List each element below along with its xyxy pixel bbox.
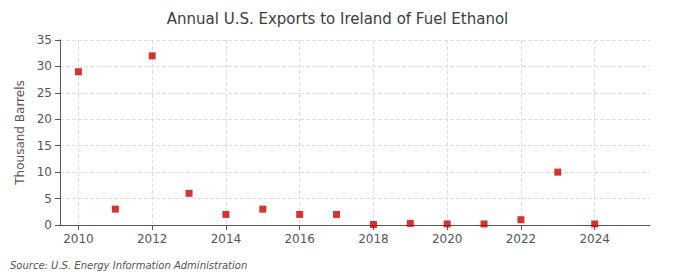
svg-text:2022: 2022: [506, 232, 537, 246]
svg-text:Thousand Barrels: Thousand Barrels: [13, 80, 27, 185]
svg-text:2012: 2012: [137, 232, 168, 246]
svg-text:Source: U.S. Energy Informatio: Source: U.S. Energy Information Administ…: [10, 260, 247, 271]
svg-text:0: 0: [44, 218, 52, 232]
svg-text:2010: 2010: [63, 232, 94, 246]
svg-text:2014: 2014: [211, 232, 242, 246]
svg-text:2018: 2018: [358, 232, 389, 246]
svg-text:2020: 2020: [432, 232, 463, 246]
svg-text:5: 5: [44, 192, 52, 206]
svg-text:30: 30: [37, 59, 52, 73]
svg-text:10: 10: [37, 165, 52, 179]
svg-text:15: 15: [37, 139, 52, 153]
svg-text:2024: 2024: [579, 232, 610, 246]
svg-text:Annual U.S. Exports to Ireland: Annual U.S. Exports to Ireland of Fuel E…: [167, 10, 508, 28]
svg-text:25: 25: [37, 86, 52, 100]
svg-text:2016: 2016: [284, 232, 315, 246]
svg-text:20: 20: [37, 112, 52, 126]
svg-text:35: 35: [37, 33, 52, 47]
